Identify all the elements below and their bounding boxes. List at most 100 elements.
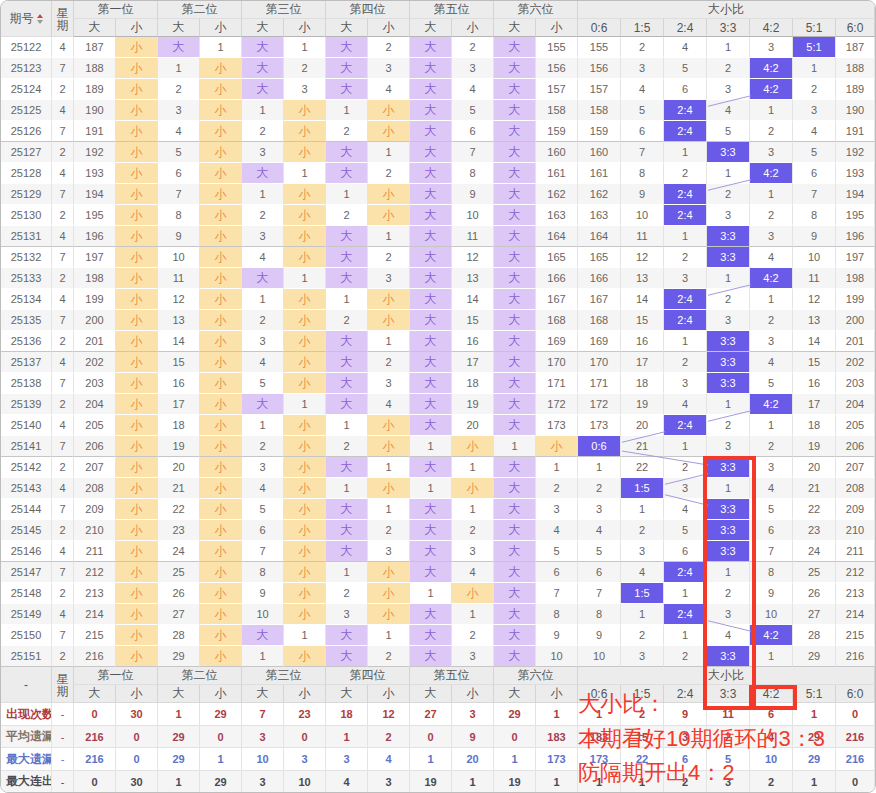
- pos-cell: 206: [74, 436, 116, 457]
- pos-cell: 26: [158, 583, 200, 604]
- ratio-cell: 1: [578, 457, 621, 478]
- ratio-cell: 18: [621, 373, 664, 394]
- position-4-header: 第四位: [326, 1, 410, 19]
- pos-cell: 小: [284, 541, 326, 562]
- pos-cell: 4: [242, 352, 284, 373]
- stat-cell: 3: [326, 748, 368, 771]
- pos-cell: 6: [158, 163, 200, 184]
- pos-cell: 15: [158, 352, 200, 373]
- stat-ratio-cell: 11: [707, 703, 750, 726]
- pos-cell: 大: [410, 415, 452, 436]
- ratio-cell: 19: [621, 394, 664, 415]
- pos-cell: 小: [200, 121, 242, 142]
- ratio-cell: 207: [836, 457, 875, 478]
- period-header[interactable]: 期号: [1, 1, 52, 37]
- pos-cell: 192: [74, 142, 116, 163]
- pos-cell: 大: [494, 541, 536, 562]
- ratio-cell: 16: [793, 373, 836, 394]
- sort-icon[interactable]: [37, 14, 43, 24]
- ratio-cell: 3: [750, 226, 793, 247]
- ratio-cell: 4: [707, 625, 750, 646]
- pos-cell: 3: [368, 58, 410, 79]
- pos-cell: 2: [326, 205, 368, 226]
- stat-week: -: [52, 703, 74, 726]
- pos-cell: 200: [74, 310, 116, 331]
- pos-cell: 小: [284, 100, 326, 121]
- pos-cell: 194: [74, 184, 116, 205]
- pos-cell: 7: [452, 142, 494, 163]
- ratio-cell: 208: [836, 478, 875, 499]
- pos-cell: 9: [242, 583, 284, 604]
- stat-cell: 1: [494, 748, 536, 771]
- pos-cell: 小: [200, 520, 242, 541]
- pos-cell: 6: [452, 121, 494, 142]
- ratio-cell: 3: [750, 457, 793, 478]
- ratio-cell: 23: [793, 520, 836, 541]
- pos-cell: 12: [452, 247, 494, 268]
- pos-cell: 小: [368, 478, 410, 499]
- ratio-cell: 2:4: [664, 562, 707, 583]
- stat-cell: 0: [74, 703, 116, 726]
- ratio-cell: 1: [664, 331, 707, 352]
- stat-week: -: [52, 771, 74, 793]
- pos-cell: 2: [452, 37, 494, 58]
- pos-cell: 13: [158, 310, 200, 331]
- pos-cell: 1: [284, 163, 326, 184]
- ratio-cell: 187: [836, 37, 875, 58]
- pos-cell: 小: [116, 37, 158, 58]
- ratio-col-header: 2:4: [664, 19, 707, 37]
- ratio-cell: 171: [578, 373, 621, 394]
- stat-cell: 29: [158, 726, 200, 748]
- pos-cell: 小: [116, 268, 158, 289]
- pos-cell: 小: [116, 163, 158, 184]
- pos-cell: 2: [326, 310, 368, 331]
- big-subheader: 大: [410, 19, 452, 37]
- pos-cell: 1: [536, 457, 578, 478]
- period-cell: 25139: [1, 394, 52, 415]
- pos-cell: 大: [410, 604, 452, 625]
- ratio-col-header: 3:3: [707, 19, 750, 37]
- pos-cell: 小: [200, 436, 242, 457]
- pos-cell: 大: [410, 373, 452, 394]
- pos-cell: 小: [284, 289, 326, 310]
- pos-cell: 小: [284, 499, 326, 520]
- ratio-cell: 5: [578, 541, 621, 562]
- pos-cell: 1: [200, 37, 242, 58]
- ratio-cell: 164: [578, 226, 621, 247]
- pos-cell: 小: [116, 79, 158, 100]
- pos-cell: 小: [116, 646, 158, 667]
- pos-cell: 小: [116, 331, 158, 352]
- week-cell: 4: [52, 100, 74, 121]
- pos-cell: 小: [200, 478, 242, 499]
- ratio-group-header: 大小比: [578, 1, 875, 19]
- period-cell: 25149: [1, 604, 52, 625]
- pos-cell: 大: [410, 289, 452, 310]
- footer-small-subheader: 小: [200, 685, 242, 703]
- pos-cell: 168: [536, 310, 578, 331]
- ratio-cell: 4:2: [750, 163, 793, 184]
- ratio-cell: 10: [578, 646, 621, 667]
- week-cell: 4: [52, 541, 74, 562]
- pos-cell: 216: [74, 646, 116, 667]
- footer-ratio-col-header: 5:1: [793, 685, 836, 703]
- ratio-cell: 22: [793, 499, 836, 520]
- ratio-cell: 204: [836, 394, 875, 415]
- period-cell: 25133: [1, 268, 52, 289]
- ratio-cell: 19: [793, 436, 836, 457]
- pos-cell: 小: [116, 562, 158, 583]
- ratio-cell: 5: [793, 142, 836, 163]
- pos-cell: 小: [368, 562, 410, 583]
- pos-cell: 161: [536, 163, 578, 184]
- ratio-cell: 2: [707, 58, 750, 79]
- ratio-cell: 28: [793, 625, 836, 646]
- small-subheader: 小: [200, 19, 242, 37]
- week-header: 星期: [52, 1, 74, 37]
- ratio-cell: 27: [793, 604, 836, 625]
- pos-cell: 大: [242, 79, 284, 100]
- stat-cell: 30: [116, 771, 158, 793]
- footer-big-subheader: 大: [74, 685, 116, 703]
- pos-cell: 8: [242, 562, 284, 583]
- ratio-cell: 2:4: [664, 604, 707, 625]
- ratio-cell: 1: [707, 37, 750, 58]
- position-6-header: 第六位: [494, 1, 578, 19]
